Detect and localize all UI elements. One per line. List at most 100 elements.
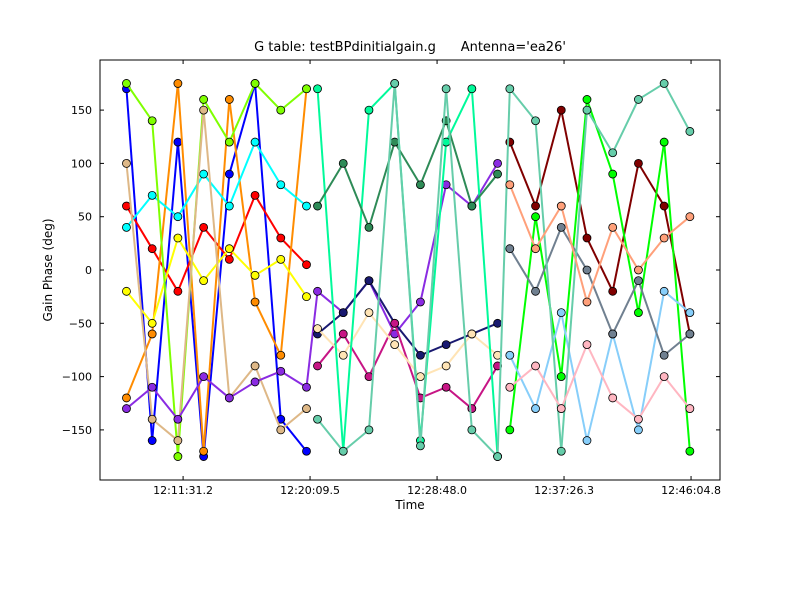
y-tick-label: 100 [71, 157, 92, 170]
series-line-segment [280, 370, 308, 389]
series-line-segment [637, 280, 666, 356]
data-point [685, 308, 695, 318]
series-line-segment [254, 83, 282, 420]
series-line-segment [177, 237, 205, 282]
data-point [199, 372, 209, 381]
data-point [302, 404, 311, 413]
data-point [302, 201, 311, 211]
series-line-segment [663, 375, 691, 410]
data-point [250, 297, 260, 307]
data-point [416, 441, 425, 451]
series-10 [313, 308, 502, 381]
data-point [276, 105, 286, 115]
data-point [302, 446, 311, 456]
data-point [505, 244, 515, 254]
series-line-segment [125, 290, 153, 324]
data-point [659, 350, 669, 360]
series-line-segment [280, 407, 308, 431]
data-point [250, 377, 260, 387]
series-line-segment [611, 163, 640, 292]
series-line-segment [471, 173, 499, 207]
data-point [276, 425, 286, 435]
series-line-segment [509, 88, 537, 122]
data-point [338, 159, 348, 168]
data-point [313, 201, 322, 211]
series-line-segment [228, 83, 256, 143]
data-point [199, 169, 209, 179]
y-tick-label: −100 [62, 371, 92, 384]
data-point [122, 393, 131, 403]
data-point [199, 446, 209, 456]
data-point [224, 95, 234, 104]
data-point [147, 414, 157, 424]
data-point [224, 201, 234, 211]
series-line-segment [663, 141, 691, 452]
data-point [122, 286, 131, 296]
y-tick-label: 0 [85, 264, 92, 277]
series-line-segment [228, 83, 257, 175]
data-point [556, 404, 566, 413]
data-point [173, 212, 183, 222]
y-tick-label: 150 [71, 104, 92, 117]
series-line-segment [637, 237, 665, 271]
series-line-segment [177, 376, 205, 420]
series-line-segment [342, 110, 370, 452]
x-tick-label: 12:28:48.0 [407, 484, 467, 497]
data-point [531, 212, 540, 222]
series-line-segment [202, 98, 231, 143]
series-line-segment [611, 226, 640, 271]
series-line-segment [393, 322, 422, 356]
data-point [634, 308, 643, 318]
series-line-segment [202, 375, 230, 399]
series-18 [505, 340, 695, 424]
series-line-segment [663, 333, 691, 357]
data-point [338, 350, 348, 360]
data-point [122, 79, 131, 88]
data-point [199, 95, 209, 104]
data-point [147, 190, 157, 200]
data-point [250, 361, 260, 371]
series-line-segment [202, 173, 231, 207]
series-line-segment [534, 120, 563, 452]
series-line-segment [560, 205, 588, 303]
series-line-segment [445, 333, 473, 367]
data-point [416, 297, 425, 307]
data-point [608, 329, 618, 339]
series-line-segment [177, 173, 205, 218]
series-line-segment [342, 163, 370, 228]
data-point [659, 79, 669, 88]
data-point [582, 95, 592, 104]
series-line-segment [151, 418, 179, 442]
series-line-segment [586, 344, 614, 399]
series-line-segment [508, 141, 537, 207]
data-point [634, 276, 643, 286]
series-line-segment [254, 301, 282, 356]
series-line-segment [560, 226, 588, 271]
data-point [364, 222, 374, 232]
data-point [685, 212, 695, 222]
data-point [505, 350, 515, 360]
data-point [313, 324, 322, 334]
data-point [441, 84, 451, 94]
series-line-segment [663, 205, 691, 335]
data-point [147, 318, 157, 328]
data-point [276, 350, 286, 360]
series-line-segment [611, 99, 640, 154]
data-point [441, 340, 451, 350]
data-point [122, 222, 131, 232]
series-line-segment [471, 322, 498, 335]
data-point [685, 404, 695, 413]
data-point [556, 105, 566, 115]
series-line-segment [637, 141, 666, 313]
series-line-segment [125, 163, 154, 420]
series-line-segment [586, 333, 614, 441]
data-point [582, 233, 592, 243]
series-14 [505, 95, 695, 456]
series-line-segment [419, 120, 448, 186]
chart-title: G table: testBPdinitialgain.g Antenna='e… [254, 40, 566, 55]
data-point [224, 169, 234, 179]
series-line-segment [151, 83, 179, 335]
x-tick-label: 12:46:04.8 [661, 484, 721, 497]
series-line-segment [471, 333, 499, 357]
data-point [416, 180, 425, 190]
